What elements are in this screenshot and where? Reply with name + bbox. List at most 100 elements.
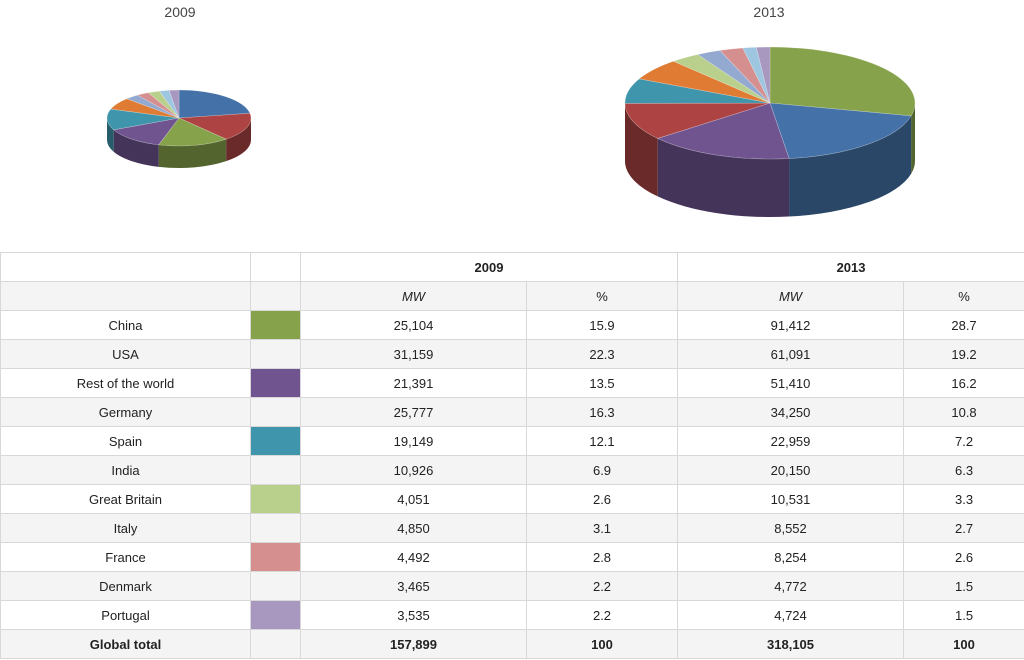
color-swatch (250, 310, 301, 340)
pct-2013: 28.7 (903, 310, 1024, 340)
pie-2013-slice-usa (769, 102, 912, 159)
header-year-2013: 2013 (677, 252, 1024, 282)
pie-2013-slice-denmark (742, 46, 771, 104)
pie-2013-slice-rest-of-the-world (656, 102, 790, 160)
table-row: Portugal 3,535 2.2 4,724 1.5 (0, 600, 1024, 630)
unit-header-row: MW % MW % (0, 281, 1024, 311)
pct-2013: 10.8 (903, 397, 1024, 427)
unit-blank (0, 281, 251, 311)
mw-2009: 25,777 (300, 397, 527, 427)
pct-2009: 2.8 (525, 542, 679, 572)
pie-charts-svg (106, 46, 916, 218)
mw-2009: 4,051 (300, 484, 527, 514)
color-swatch (250, 571, 301, 601)
mw-2009: 31,159 (300, 339, 527, 369)
chart-title-2013: 2013 (753, 4, 785, 20)
pct-2009: 22.3 (525, 339, 679, 369)
swatch-fill (251, 601, 300, 629)
unit-pct-2013: % (903, 281, 1024, 311)
color-swatch (250, 513, 301, 543)
pie-2009-slice-side-germany (226, 118, 251, 162)
pie-2009-slice-rest-of-the-world (113, 117, 180, 146)
pct-2013: 1.5 (903, 600, 1024, 630)
pie-2013-slice-side-china (911, 103, 915, 174)
pie-2009-slice-side-china (158, 139, 227, 168)
pct-2013: 16.2 (903, 368, 1024, 398)
total-mw-2013: 318,105 (677, 629, 905, 659)
table-row: Italy 4,850 3.1 8,552 2.7 (0, 513, 1024, 543)
pie-2013-slice-germany (624, 102, 771, 139)
color-swatch (250, 339, 301, 369)
pie-2009-pie (106, 89, 252, 168)
color-swatch (250, 397, 301, 427)
mw-2009: 4,492 (300, 542, 527, 572)
pie-2013-slice-portugal (755, 46, 771, 104)
country-name: Great Britain (0, 484, 251, 514)
pct-2009: 13.5 (525, 368, 679, 398)
pie-2009-slice-india (110, 98, 180, 119)
pie-2009-slice-france (136, 92, 180, 119)
pct-2013: 3.3 (903, 484, 1024, 514)
table-row: France 4,492 2.8 8,254 2.6 (0, 542, 1024, 572)
pie-2013-pie (624, 46, 916, 218)
mw-2013: 22,959 (677, 426, 905, 456)
total-pct-2013: 100 (903, 629, 1024, 659)
pie-2013-slice-china (769, 46, 916, 117)
pie-2009-slice-side-rest-of-the-world (113, 129, 159, 167)
pie-2009-slice-usa (178, 89, 251, 119)
mw-2013: 8,254 (677, 542, 905, 572)
total-row: Global total 157,899 100 318,105 100 (0, 629, 1024, 659)
pie-2009-slice-spain (106, 108, 180, 131)
mw-2009: 19,149 (300, 426, 527, 456)
pct-2013: 1.5 (903, 571, 1024, 601)
mw-2013: 4,772 (677, 571, 905, 601)
pie-2013-slice-side-germany (625, 103, 658, 197)
swatch-fill (251, 369, 300, 397)
header-blank (0, 252, 251, 282)
pct-2009: 2.2 (525, 571, 679, 601)
pie-2009-slice-italy (125, 94, 180, 119)
table-row: Great Britain 4,051 2.6 10,531 3.3 (0, 484, 1024, 514)
unit-mw-2009: MW (300, 281, 527, 311)
mw-2013: 10,531 (677, 484, 905, 514)
country-name: Denmark (0, 571, 251, 601)
country-name: Spain (0, 426, 251, 456)
pct-2009: 6.9 (525, 455, 679, 485)
table-row: India 10,926 6.9 20,150 6.3 (0, 455, 1024, 485)
pie-2009-slice-germany (178, 112, 252, 140)
mw-2013: 51,410 (677, 368, 905, 398)
unit-swatch-blank (250, 281, 301, 311)
total-pct-2009: 100 (525, 629, 679, 659)
mw-2013: 8,552 (677, 513, 905, 543)
header-swatch-blank (250, 252, 301, 282)
table-row: Rest of the world 21,391 13.5 51,410 16.2 (0, 368, 1024, 398)
color-swatch (250, 426, 301, 456)
pct-2013: 6.3 (903, 455, 1024, 485)
total-mw-2009: 157,899 (300, 629, 527, 659)
pie-2013-slice-spain (624, 78, 771, 104)
color-swatch (250, 484, 301, 514)
mw-2009: 10,926 (300, 455, 527, 485)
table-row: Denmark 3,465 2.2 4,772 1.5 (0, 571, 1024, 601)
color-swatch (250, 542, 301, 572)
pie-2009-slice-denmark (158, 89, 180, 119)
country-name: USA (0, 339, 251, 369)
pie-2009-slice-side-spain (107, 118, 114, 152)
pct-2009: 12.1 (525, 426, 679, 456)
pct-2009: 2.6 (525, 484, 679, 514)
color-swatch (250, 600, 301, 630)
swatch-fill (251, 543, 300, 571)
table-row: Spain 19,149 12.1 22,959 7.2 (0, 426, 1024, 456)
table-body: China 25,104 15.9 91,412 28.7 USA 31,159 22.3 61… (0, 310, 1024, 659)
unit-pct-2009: % (525, 281, 679, 311)
pct-2013: 2.7 (903, 513, 1024, 543)
pie-2009-slice-great-britain (147, 90, 180, 119)
wind-capacity-table: 2009 2013 MW % MW % China 25,104 15.9 91,41… (0, 252, 1024, 659)
charts-area: 2009 2013 (0, 0, 1024, 250)
pie-2013-slice-france (719, 47, 771, 104)
mw-2009: 21,391 (300, 368, 527, 398)
pct-2009: 16.3 (525, 397, 679, 427)
mw-2013: 34,250 (677, 397, 905, 427)
country-name: Germany (0, 397, 251, 427)
mw-2009: 25,104 (300, 310, 527, 340)
